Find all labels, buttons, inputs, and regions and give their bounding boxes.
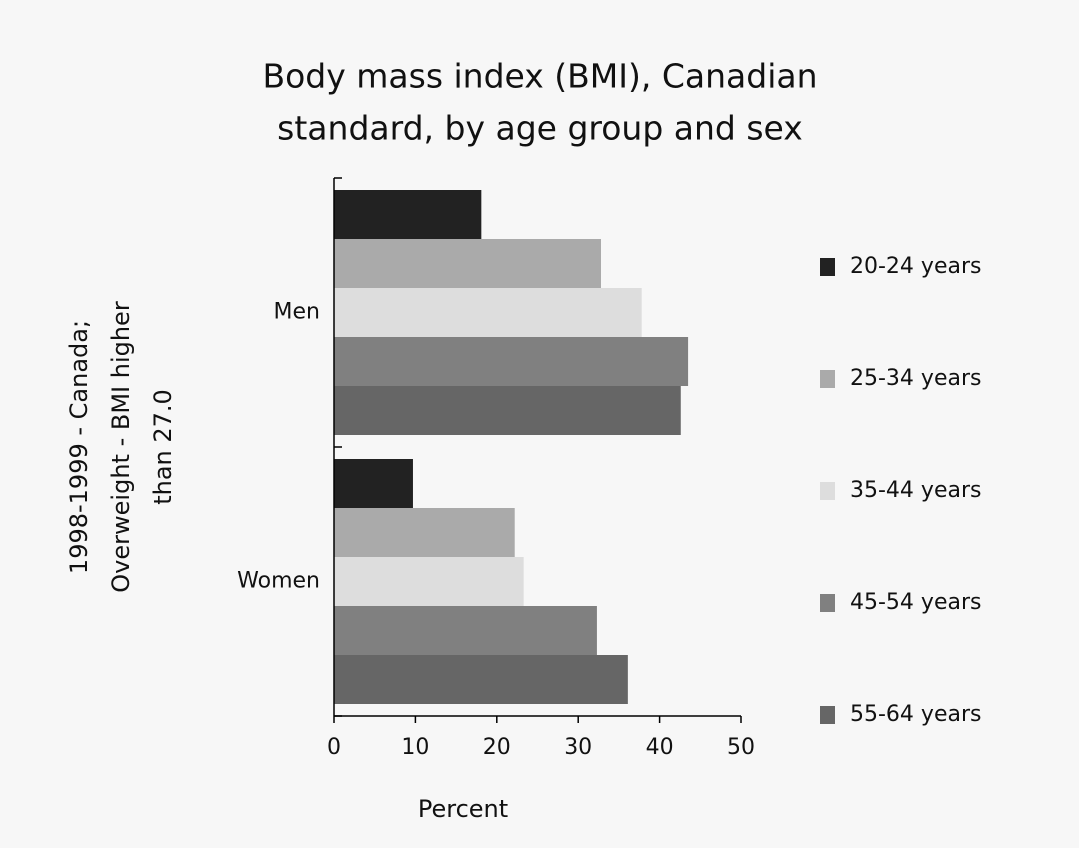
- legend-label: 45-54 years: [850, 590, 981, 615]
- y-axis-label-line: 1998-1999 - Canada;: [65, 320, 93, 574]
- x-tick-label: 40: [646, 735, 674, 760]
- bar: [334, 386, 681, 435]
- bar: [334, 190, 482, 239]
- legend-swatch: [820, 370, 835, 388]
- bar: [334, 508, 515, 557]
- bar: [334, 606, 597, 655]
- x-tick-label: 0: [327, 735, 341, 760]
- bar: [334, 459, 413, 508]
- y-tick-label: Women: [237, 569, 320, 594]
- legend-label: 55-64 years: [850, 702, 981, 727]
- legend-swatch: [820, 594, 835, 612]
- y-axis-label-line: Overweight - BMI higher: [107, 301, 135, 593]
- bar: [334, 655, 628, 704]
- chart-title: Body mass index (BMI), Canadian: [262, 57, 817, 96]
- legend-label: 20-24 years: [850, 254, 981, 279]
- x-tick-label: 50: [727, 735, 755, 760]
- legend-swatch: [820, 706, 835, 724]
- bar: [334, 239, 601, 288]
- chart-title: standard, by age group and sex: [277, 109, 803, 148]
- legend-label: 35-44 years: [850, 478, 981, 503]
- x-axis-label: Percent: [418, 795, 508, 823]
- x-tick-label: 20: [483, 735, 511, 760]
- bar: [334, 288, 642, 337]
- legend-swatch: [820, 482, 835, 500]
- y-axis-label: 1998-1999 - Canada; Overweight - BMI hig…: [65, 301, 177, 593]
- legend-swatch: [820, 258, 835, 276]
- bar: [334, 557, 524, 606]
- x-tick-label: 30: [564, 735, 592, 760]
- x-tick-label: 10: [401, 735, 429, 760]
- bar: [334, 337, 689, 386]
- legend-label: 25-34 years: [850, 366, 981, 391]
- y-axis-label-line: than 27.0: [149, 389, 177, 505]
- y-tick-label: Men: [274, 300, 320, 325]
